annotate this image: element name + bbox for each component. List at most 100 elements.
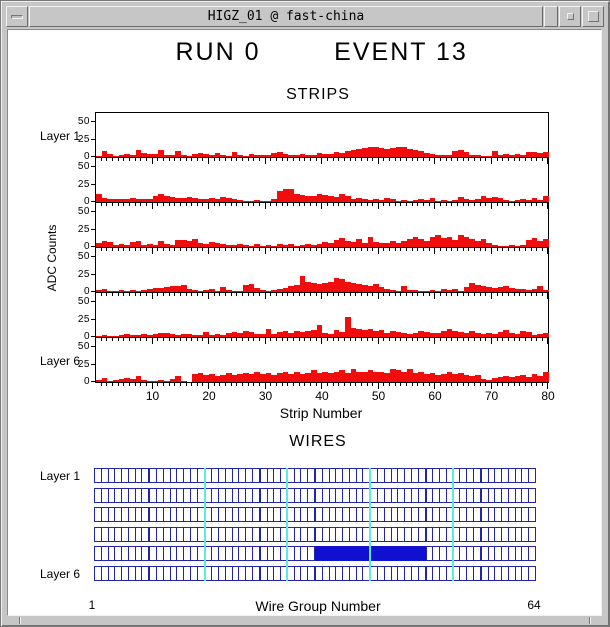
axis-tick — [377, 202, 384, 209]
wire-cell — [521, 547, 528, 561]
axis-tick — [513, 382, 520, 386]
window-title[interactable]: HIGZ_01 @ fast-china — [29, 6, 543, 27]
axis-tick — [117, 202, 124, 206]
axis-tick — [343, 202, 350, 206]
strip-bar — [214, 199, 221, 202]
wire-cell — [424, 527, 433, 541]
strip-bar — [373, 147, 379, 157]
strip-bar — [361, 199, 368, 202]
wire-cell — [417, 566, 425, 580]
window-menu-button[interactable] — [6, 6, 28, 27]
strip-bar — [463, 287, 470, 292]
wire-cell — [169, 547, 177, 561]
wire-cell — [466, 527, 473, 541]
maximize-button[interactable] — [582, 6, 604, 27]
axis-tick — [196, 337, 203, 341]
axis-tick — [185, 382, 192, 386]
strip-bar — [356, 371, 362, 382]
wire-cell — [251, 547, 259, 561]
strip-bar — [265, 372, 272, 382]
wire-cell — [445, 547, 453, 561]
strip-bar — [520, 375, 526, 382]
axis-tick — [332, 247, 339, 251]
wire-cell — [335, 488, 342, 502]
strip-bar — [316, 284, 323, 292]
strip-bar — [344, 372, 351, 382]
strip-bar — [271, 334, 277, 337]
strip-bar — [310, 282, 317, 292]
strip-bar — [265, 154, 272, 157]
minimize-button[interactable] — [559, 6, 581, 27]
strip-bar — [520, 289, 526, 292]
axis-tick — [259, 202, 265, 206]
wire-cell — [507, 527, 515, 541]
axis-tick — [315, 247, 322, 251]
strip-bar — [141, 244, 147, 247]
strip-bar — [310, 244, 317, 247]
strip-bar — [180, 154, 187, 157]
axis-tick — [496, 202, 503, 206]
wire-row-layer-6 — [94, 565, 536, 581]
axis-tick — [281, 292, 288, 296]
wire-cell — [487, 527, 495, 541]
axis-tick — [440, 247, 446, 251]
axis-tick — [106, 247, 112, 251]
wire-cell — [100, 566, 108, 580]
axis-tick — [151, 292, 158, 299]
axis-tick — [106, 292, 112, 296]
axis-tick — [394, 382, 401, 386]
wire-cell — [390, 566, 398, 580]
resize-notch-left[interactable] — [19, 617, 21, 624]
wire-cell — [156, 547, 163, 561]
strip-bar — [220, 244, 227, 247]
strip-bar — [192, 239, 198, 247]
wire-cell — [176, 488, 183, 502]
axis-tick — [134, 202, 141, 206]
wire-cell — [189, 488, 197, 502]
strip-bar — [424, 152, 430, 157]
axis-tick — [366, 337, 373, 341]
axis-tick — [428, 247, 435, 251]
wire-cell — [355, 566, 363, 580]
strip-bar — [180, 334, 187, 337]
strip-bar — [299, 154, 306, 157]
strip-bar — [237, 199, 244, 202]
resize-notch-right[interactable] — [589, 617, 591, 624]
window-titlebar[interactable]: HIGZ_01 @ fast-china — [6, 6, 604, 27]
wire-cell — [383, 527, 391, 541]
axis-tick — [457, 292, 463, 296]
axis-tick — [400, 337, 406, 341]
strip-bar — [474, 375, 481, 382]
strip-bar — [429, 289, 436, 292]
strip-bar — [367, 237, 374, 247]
axis-tick — [423, 337, 429, 341]
y-tick-label: 25 — [77, 268, 90, 280]
axis-tick — [457, 202, 463, 206]
wire-cell — [507, 566, 515, 580]
strip-bar — [282, 154, 289, 157]
strip-bar — [378, 242, 385, 247]
strip-bar — [520, 154, 526, 157]
strip-bar — [480, 196, 487, 202]
strip-bar — [361, 372, 368, 382]
strip-bar — [429, 332, 436, 337]
wires-grid — [94, 468, 536, 581]
strip-bar — [271, 199, 277, 202]
axis-tick — [524, 202, 531, 206]
wire-cell — [162, 488, 170, 502]
axis-tick — [191, 247, 197, 251]
strip-bar — [101, 241, 108, 247]
axis-tick — [355, 247, 361, 251]
wire-cell — [355, 527, 363, 541]
axis-tick — [326, 247, 333, 251]
axis-tick — [196, 202, 203, 206]
strip-bar — [118, 154, 125, 157]
x-tick-label: 50 — [371, 389, 386, 403]
y-tick — [91, 381, 95, 382]
axis-tick — [259, 157, 265, 161]
wire-cell — [342, 566, 349, 580]
strip-bar — [112, 156, 119, 157]
wire-cell — [494, 508, 501, 522]
axis-tick — [309, 337, 316, 341]
wire-cell — [141, 527, 148, 541]
